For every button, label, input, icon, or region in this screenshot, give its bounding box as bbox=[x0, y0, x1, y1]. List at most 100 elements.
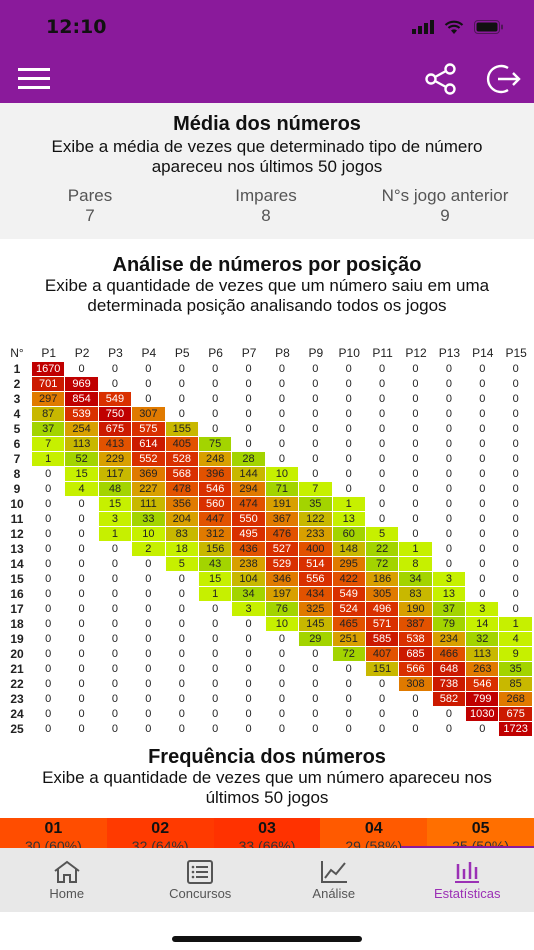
table-cell: 0 bbox=[332, 452, 366, 467]
table-cell: 32 bbox=[466, 632, 500, 647]
tab-concursos[interactable]: Concursos bbox=[134, 848, 268, 912]
table-cell: 546 bbox=[198, 482, 233, 497]
table-cell: 0 bbox=[499, 377, 533, 392]
table-cell: 0 bbox=[165, 602, 199, 617]
table-cell: 0 bbox=[332, 422, 366, 437]
tab-estatisticas[interactable]: Estatísticas bbox=[401, 848, 534, 912]
table-cell: 0 bbox=[65, 602, 99, 617]
menu-icon[interactable] bbox=[18, 66, 52, 90]
table-cell: 0 bbox=[165, 587, 199, 602]
table-cell: 76 bbox=[265, 602, 300, 617]
header-position: P3 bbox=[108, 346, 123, 360]
status-time: 12:10 bbox=[46, 16, 107, 38]
row-number: 16 bbox=[10, 587, 24, 601]
table-cell: 0 bbox=[65, 497, 99, 512]
table-row: 20 0 0 0 0 0 0 0 0 0 72 407 685 466 113 9 bbox=[2, 647, 533, 662]
table-cell: 83 bbox=[165, 527, 199, 542]
frequency-number: 03 bbox=[258, 820, 276, 837]
stat-label: N°s jogo anterior bbox=[381, 186, 509, 205]
table-cell: 546 bbox=[466, 677, 500, 692]
table-cell: 0 bbox=[265, 377, 300, 392]
table-cell: 0 bbox=[365, 497, 400, 512]
table-cell: 0 bbox=[399, 707, 433, 722]
table-cell: 413 bbox=[98, 437, 133, 452]
table-cell: 4 bbox=[499, 632, 533, 647]
table-cell: 8 bbox=[399, 557, 433, 572]
table-cell: 582 bbox=[432, 692, 467, 707]
table-row: 1 1670 0 0 0 0 0 0 0 0 0 0 0 0 0 0 bbox=[2, 362, 533, 377]
table-cell: 0 bbox=[198, 392, 233, 407]
table-cell: 447 bbox=[198, 512, 233, 527]
row-number: 21 bbox=[10, 662, 24, 676]
table-cell: 0 bbox=[432, 362, 467, 377]
frequency-number: 05 bbox=[471, 820, 490, 837]
table-cell: 15 bbox=[65, 467, 99, 482]
table-cell: 0 bbox=[32, 542, 66, 557]
table-cell: 1 bbox=[198, 587, 233, 602]
table-cell: 28 bbox=[232, 452, 266, 467]
table-cell: 83 bbox=[399, 587, 433, 602]
table-cell: 37 bbox=[32, 422, 66, 437]
frequency-count: 29 (58%) bbox=[345, 838, 403, 850]
table-cell: 312 bbox=[198, 527, 233, 542]
frequency-number: 01 bbox=[44, 820, 63, 837]
table-cell: 0 bbox=[299, 692, 333, 707]
table-cell: 60 bbox=[332, 527, 366, 542]
table-cell: 0 bbox=[265, 392, 300, 407]
table-cell: 197 bbox=[265, 587, 300, 602]
table-cell: 0 bbox=[65, 707, 99, 722]
table-cell: 268 bbox=[499, 692, 533, 707]
table-cell: 0 bbox=[399, 482, 433, 497]
header-position: P4 bbox=[141, 346, 157, 360]
header-position: P14 bbox=[472, 346, 494, 360]
table-cell: 478 bbox=[165, 482, 199, 497]
table-cell: 1030 bbox=[466, 707, 500, 722]
table-cell: 0 bbox=[499, 482, 533, 497]
table-cell: 0 bbox=[399, 497, 433, 512]
table-cell: 0 bbox=[198, 422, 233, 437]
table-cell: 0 bbox=[332, 407, 366, 422]
table-cell: 0 bbox=[32, 482, 66, 497]
table-cell: 465 bbox=[332, 617, 366, 632]
table-cell: 0 bbox=[399, 407, 433, 422]
row-number: 6 bbox=[13, 437, 21, 451]
table-cell: 0 bbox=[232, 707, 266, 722]
home-icon bbox=[54, 860, 80, 883]
table-cell: 0 bbox=[432, 392, 467, 407]
row-number: 22 bbox=[10, 677, 24, 691]
table-cell: 7 bbox=[32, 437, 66, 452]
logout-icon[interactable] bbox=[484, 62, 522, 96]
tab-home[interactable]: Home bbox=[0, 848, 134, 912]
table-cell: 0 bbox=[232, 422, 266, 437]
table-cell: 0 bbox=[65, 662, 99, 677]
table-cell: 0 bbox=[132, 572, 166, 587]
table-cell: 560 bbox=[198, 497, 233, 512]
table-cell: 0 bbox=[232, 362, 266, 377]
table-cell: 0 bbox=[432, 512, 467, 527]
table-cell: 0 bbox=[399, 437, 433, 452]
table-cell: 466 bbox=[432, 647, 467, 662]
table-cell: 0 bbox=[198, 692, 233, 707]
frequency-item: 05 25 (50%) bbox=[427, 818, 534, 850]
row-number: 20 bbox=[10, 647, 24, 661]
table-cell: 3 bbox=[466, 602, 500, 617]
home-indicator[interactable] bbox=[172, 936, 362, 942]
table-row: 22 0 0 0 0 0 0 0 0 0 0 0 308 738 546 85 bbox=[2, 677, 533, 692]
table-cell: 0 bbox=[432, 467, 467, 482]
tab-analise[interactable]: Análise bbox=[267, 848, 401, 912]
chart-line-icon bbox=[320, 861, 347, 883]
table-cell: 0 bbox=[32, 722, 66, 737]
share-icon[interactable] bbox=[424, 62, 458, 96]
table-cell: 568 bbox=[165, 467, 199, 482]
header-position: P12 bbox=[405, 346, 427, 360]
table-cell: 0 bbox=[432, 497, 467, 512]
list-icon bbox=[187, 860, 214, 884]
table-cell: 0 bbox=[132, 362, 166, 377]
row-number: 24 bbox=[10, 707, 24, 721]
header-position: P6 bbox=[208, 346, 223, 360]
table-cell: 0 bbox=[165, 662, 199, 677]
table-cell: 0 bbox=[132, 602, 166, 617]
table-cell: 369 bbox=[132, 467, 166, 482]
table-cell: 0 bbox=[98, 692, 133, 707]
table-cell: 0 bbox=[299, 722, 333, 737]
